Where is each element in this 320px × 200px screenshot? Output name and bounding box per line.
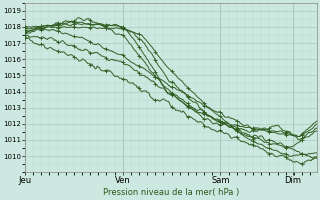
X-axis label: Pression niveau de la mer( hPa ): Pression niveau de la mer( hPa ) [103, 188, 239, 197]
